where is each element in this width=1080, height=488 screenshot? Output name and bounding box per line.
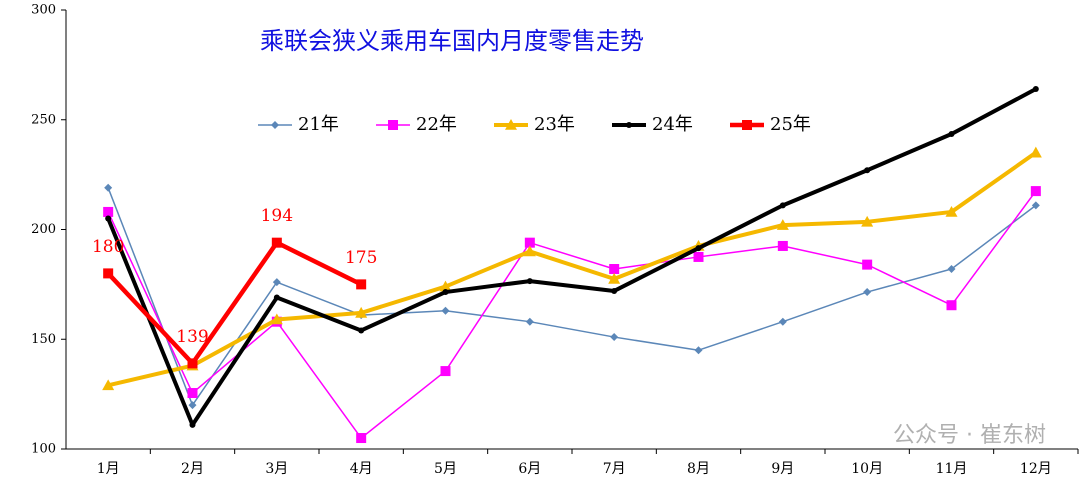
point (947, 265, 956, 274)
point (861, 215, 874, 227)
x-tick-label: 4月 (350, 461, 373, 477)
point (778, 317, 787, 326)
x-tick-label: 10月 (851, 461, 883, 477)
series-line (107, 187, 1037, 406)
point (945, 205, 958, 217)
point (270, 313, 283, 325)
point (609, 264, 620, 275)
point (189, 421, 196, 428)
x-tick-label: 8月 (687, 461, 710, 477)
point (1031, 201, 1040, 210)
point (388, 120, 398, 130)
y-tick-label: 200 (31, 222, 56, 237)
point (102, 379, 115, 391)
point (442, 289, 449, 296)
point (272, 278, 281, 287)
chart-title: 乘联会狭义乘用车国内月度零售走势 (260, 27, 644, 55)
x-tick-label: 3月 (265, 461, 288, 477)
data-label: 139 (176, 327, 208, 347)
point (777, 240, 788, 251)
series-line (107, 151, 1037, 388)
point (103, 206, 114, 217)
x-tick-label: 12月 (1020, 461, 1052, 477)
point (271, 237, 282, 248)
x-tick-label: 7月 (603, 461, 626, 477)
point (862, 259, 873, 270)
point (695, 245, 702, 252)
point (358, 327, 365, 334)
point (105, 215, 112, 222)
y-tick-label: 250 (31, 112, 56, 127)
point (524, 237, 535, 248)
point (626, 122, 632, 128)
x-tick-label: 11月 (936, 461, 968, 477)
point (693, 251, 704, 262)
point (523, 245, 536, 257)
x-tick-label: 5月 (434, 461, 457, 477)
y-tick-label: 100 (31, 442, 56, 457)
y-tick-label: 150 (31, 332, 56, 347)
point (355, 306, 368, 318)
point (273, 294, 280, 301)
point (610, 333, 619, 342)
data-label: 175 (345, 248, 377, 268)
point (1030, 186, 1041, 197)
point (526, 278, 533, 285)
point (439, 280, 452, 292)
point (742, 120, 752, 130)
point (948, 131, 955, 138)
series-line (106, 240, 363, 366)
point (104, 183, 113, 192)
legend-label: 25年 (770, 114, 811, 135)
point (1032, 86, 1039, 93)
point (864, 167, 871, 174)
watermark: 公众号 · 崔东树 (893, 423, 1046, 448)
point (779, 202, 786, 209)
point (356, 279, 367, 290)
data-label: 180 (92, 237, 124, 257)
point (946, 300, 957, 311)
x-tick-label: 2月 (181, 461, 204, 477)
point (271, 121, 279, 129)
point (608, 272, 621, 284)
x-tick-label: 9月 (771, 461, 794, 477)
point (356, 433, 367, 444)
point (103, 268, 114, 279)
point (187, 358, 198, 369)
point (440, 366, 451, 377)
point (694, 346, 703, 355)
point (188, 401, 197, 410)
point (187, 388, 198, 399)
x-tick-label: 1月 (97, 461, 120, 477)
series-line (107, 190, 1037, 439)
x-tick-label: 6月 (518, 461, 541, 477)
legend-label: 22年 (416, 114, 457, 135)
data-label: 194 (261, 206, 293, 226)
point (441, 306, 450, 315)
legend-label: 24年 (652, 114, 693, 135)
legend-label: 23年 (534, 114, 575, 135)
legend-label: 21年 (298, 114, 339, 135)
point (525, 317, 534, 326)
y-tick-label: 300 (31, 3, 56, 18)
point (863, 288, 872, 297)
point (505, 119, 517, 130)
point (1029, 146, 1042, 158)
point (611, 287, 618, 294)
point (776, 219, 789, 230)
series-line (106, 87, 1037, 427)
